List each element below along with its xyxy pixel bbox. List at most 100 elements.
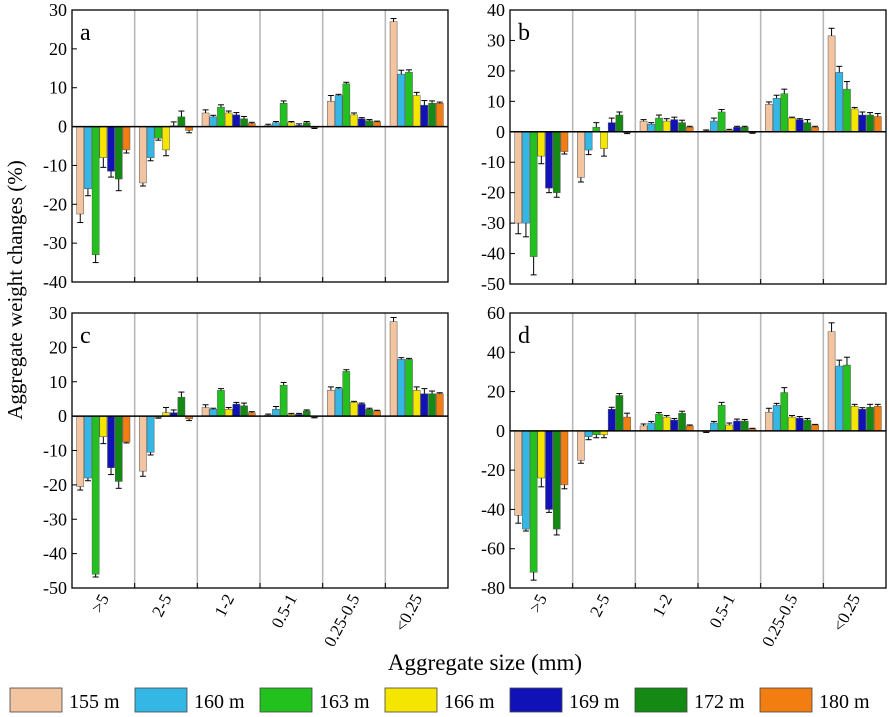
bar	[835, 72, 844, 133]
bar	[357, 403, 366, 417]
bar	[412, 95, 421, 127]
bar	[615, 114, 624, 133]
bar	[670, 419, 679, 432]
bar	[717, 111, 726, 133]
y-tick-label: -20	[43, 194, 67, 214]
bar	[342, 371, 351, 417]
y-tick-label: 20	[487, 382, 505, 402]
series-172-m	[552, 111, 874, 198]
bar	[717, 405, 726, 432]
bar	[522, 430, 530, 530]
bar	[405, 71, 413, 127]
x-tick-label: 1-2	[649, 591, 676, 620]
bar	[435, 103, 444, 127]
series-172-m	[114, 390, 436, 489]
legend-swatch	[759, 687, 813, 713]
bar	[600, 131, 608, 149]
x-tick-label: 0.25-0.5	[758, 591, 801, 650]
bar	[365, 120, 374, 127]
x-tick-label: 0.5-1	[705, 591, 738, 631]
bar	[91, 415, 100, 575]
bar	[435, 393, 444, 417]
panel-label: d	[518, 323, 530, 349]
legend-label: 180 m	[819, 691, 870, 713]
bar	[655, 117, 663, 133]
bar	[803, 122, 812, 133]
bar	[327, 390, 335, 417]
legend-label: 169 m	[569, 691, 620, 713]
x-tick-label: >5	[88, 591, 113, 616]
legend-item: 163 m	[259, 687, 370, 713]
bar	[765, 411, 773, 432]
series-163-m	[91, 357, 413, 578]
y-tick-label: -10	[43, 155, 67, 175]
bar	[217, 106, 225, 127]
panel-d: -80 -60 -40 -20 0 20 40 60 >5 2-5 1-2 0.5-1 0.25-0.5…	[481, 303, 887, 650]
legend-label: 155 m	[69, 691, 120, 713]
y-tick-label: 30	[49, 0, 67, 20]
bar	[107, 126, 115, 172]
series-163-m	[529, 81, 851, 276]
x-tick-label: 1-2	[211, 591, 238, 620]
bar	[209, 409, 218, 417]
bar	[873, 116, 882, 133]
y-tick-label: 20	[49, 337, 67, 357]
bar	[522, 131, 530, 224]
bar	[765, 104, 773, 133]
y-tick-label: -30	[481, 213, 505, 233]
bar	[795, 417, 804, 432]
bar	[99, 415, 108, 437]
bar	[99, 126, 108, 158]
bar	[240, 118, 248, 127]
y-tick-label: -40	[43, 544, 67, 564]
legend-label: 166 m	[444, 691, 495, 713]
bar	[780, 93, 789, 133]
bar	[334, 388, 343, 417]
bar	[710, 120, 718, 133]
bar	[122, 415, 131, 443]
bar	[678, 122, 686, 133]
bar	[639, 120, 648, 133]
bar	[584, 430, 593, 438]
legend-swatch	[509, 687, 563, 713]
bar	[397, 73, 406, 127]
bar	[670, 119, 679, 133]
y-tick-label: 20	[487, 61, 505, 81]
bar	[122, 126, 131, 151]
y-tick-label: -20	[481, 183, 505, 203]
y-tick-label: 30	[487, 30, 505, 50]
bar	[412, 390, 421, 417]
bar	[772, 98, 781, 133]
bar	[114, 415, 123, 482]
bar	[327, 101, 335, 127]
bar	[577, 131, 585, 178]
bar	[224, 409, 233, 417]
bar	[560, 131, 569, 152]
panels: -40 -30 -20 -10 0 10 20 30 a -50 -40 -30 -20 -10 0 10 20…	[43, 0, 887, 650]
y-tick-label: 0	[496, 122, 505, 142]
y-tick-label: 10	[49, 372, 67, 392]
panel-label: a	[80, 20, 91, 46]
bar	[873, 406, 882, 432]
bar	[552, 430, 561, 530]
bar	[76, 126, 85, 215]
legend-item: 180 m	[759, 687, 870, 713]
bar	[350, 114, 358, 127]
legend-item: 166 m	[384, 687, 495, 713]
x-tick-label: <0.25	[829, 591, 864, 635]
series-172-m	[114, 100, 436, 192]
bar	[201, 407, 210, 417]
legend-label: 172 m	[694, 691, 745, 713]
series-166-m	[99, 386, 421, 445]
x-tick-label: 0.5-1	[267, 591, 300, 631]
series-160-m	[522, 65, 844, 238]
x-axis-label: Aggregate size (mm)	[388, 650, 582, 675]
bar	[537, 430, 546, 479]
bar	[843, 364, 851, 432]
bar	[850, 406, 859, 432]
bar	[373, 410, 381, 417]
bar	[584, 131, 593, 151]
bar	[224, 112, 233, 127]
bar	[217, 390, 225, 417]
